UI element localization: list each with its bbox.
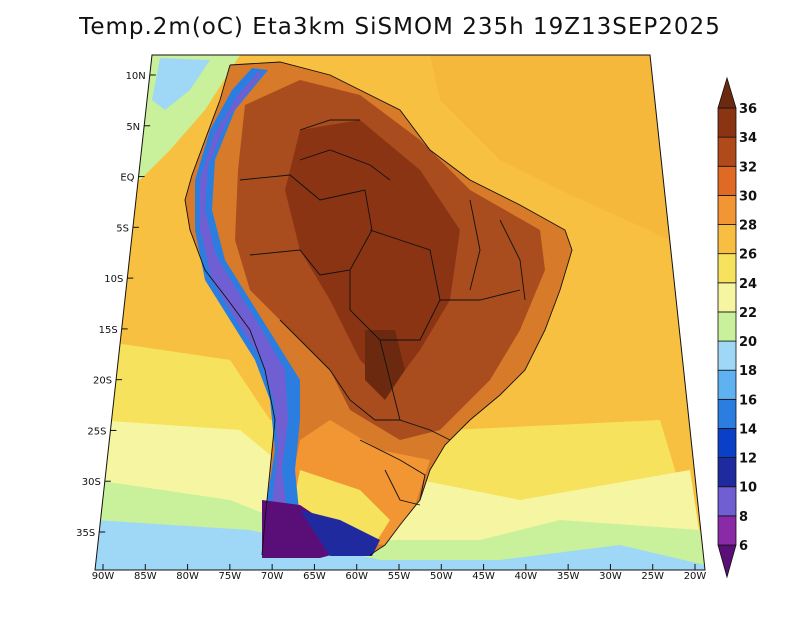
colorbar-label: 8 [739, 510, 748, 525]
colorbar-segment [717, 253, 737, 284]
colorbar-labels: 6 8 10 12 14 16 18 20 22 24 26 28 30 32 34 36 [739, 102, 757, 554]
max-temp-spot [365, 330, 405, 400]
latitude-axis: 10N 5N EQ 5S 10S 15S 20S 25S 30S 35S [76, 71, 156, 539]
ocean-atlantic-north [430, 55, 670, 240]
lon-tick-label: 70W [261, 571, 284, 582]
ocean-pacific-cool [120, 55, 240, 180]
colorbar-over-triangle [717, 76, 737, 109]
colorbar-segment [717, 165, 737, 196]
colorbar-label: 14 [739, 422, 757, 437]
ocean-south-lightblue [95, 520, 705, 570]
lon-tick-label: 65W [303, 571, 326, 582]
colorbar-label: 12 [739, 452, 757, 467]
lat-tick-label: 30S [82, 477, 101, 488]
map-frame [94, 54, 706, 571]
colorbar-label: 36 [739, 102, 757, 117]
ocean-pacific-blue [152, 58, 210, 110]
lat-tick-label: 10N [126, 71, 146, 82]
map-title: Temp.2m(oC) Eta3km SiSMOM 235h 19Z13SEP2… [79, 14, 721, 40]
colorbar-label: 26 [739, 248, 757, 263]
lon-tick-label: 60W [345, 571, 368, 582]
country-borders [184, 61, 573, 556]
patagonia-edge [300, 510, 380, 556]
hottest-core-region [285, 120, 460, 390]
colorbar-segment [717, 194, 737, 225]
colorbar-label: 6 [739, 539, 748, 554]
colorbar-label: 18 [739, 364, 757, 379]
colorbar-label: 30 [739, 189, 757, 204]
colorbar-label: 22 [739, 306, 757, 321]
colorbar [717, 76, 737, 579]
colorbar-segment [717, 428, 737, 459]
colorbar-segment [717, 282, 737, 313]
lon-tick-label: 80W [176, 571, 199, 582]
lon-tick-label: 90W [92, 571, 115, 582]
colorbar-segment [717, 136, 737, 167]
colorbar-segment [717, 457, 737, 488]
lat-tick-label: 25S [87, 426, 106, 437]
lat-tick-label: 20S [93, 376, 112, 387]
colorbar-label: 10 [739, 481, 757, 496]
lon-tick-label: 25W [641, 571, 664, 582]
colorbar-segment [717, 486, 737, 517]
lat-tick-label: 5S [116, 223, 129, 234]
colorbar-label: 28 [739, 219, 757, 234]
colorbar-segment [717, 515, 737, 546]
lon-tick-label: 85W [134, 571, 157, 582]
lon-tick-label: 20W [684, 571, 707, 582]
temperature-field [95, 55, 705, 570]
lat-tick-label: 35S [76, 528, 95, 539]
lon-tick-label: 45W [472, 571, 495, 582]
colorbar-under-triangle [717, 544, 737, 579]
colorbar-segment [717, 369, 737, 400]
lon-tick-label: 30W [599, 571, 622, 582]
lon-tick-label: 50W [430, 571, 453, 582]
colorbar-label: 32 [739, 160, 757, 175]
longitude-axis: 90W 85W 80W 75W 70W 65W 60W 55W 50W 45W 40W 35W 30W 2… [92, 564, 707, 582]
colorbar-label: 34 [739, 131, 757, 146]
colorbar-segment [717, 224, 737, 255]
colorbar-label: 20 [739, 335, 757, 350]
colorbar-label: 24 [739, 277, 757, 292]
lon-tick-label: 40W [515, 571, 538, 582]
lat-tick-label: 15S [99, 325, 118, 336]
lat-tick-label: 10S [104, 274, 123, 285]
lon-tick-label: 55W [388, 571, 411, 582]
andes-ridge-purple [200, 72, 292, 555]
lat-tick-label: EQ [120, 173, 134, 184]
lon-tick-label: 75W [219, 571, 242, 582]
colorbar-segment [717, 107, 737, 138]
lon-tick-label: 35W [557, 571, 580, 582]
colorbar-segment [717, 398, 737, 429]
lat-tick-label: 5N [126, 122, 140, 133]
colorbar-segment [717, 311, 737, 342]
colorbar-segment [717, 340, 737, 371]
colorbar-label: 16 [739, 393, 757, 408]
